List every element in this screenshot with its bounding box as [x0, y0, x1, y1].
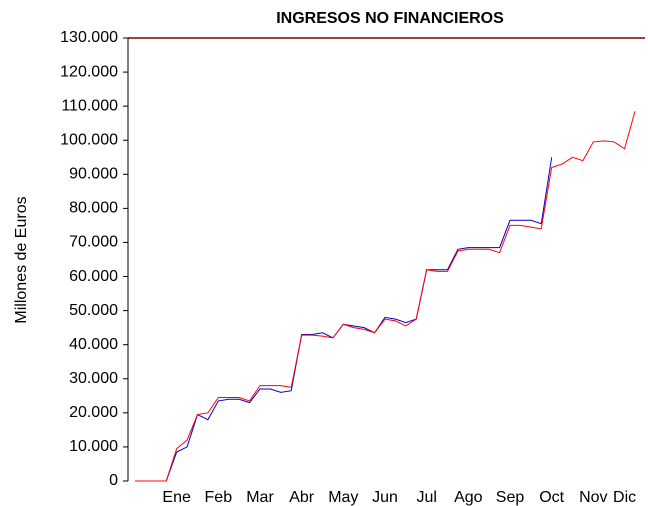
x-tick-label: Sep — [496, 489, 525, 506]
chart-title: INGRESOS NO FINANCIEROS — [276, 10, 504, 27]
y-tick-label: 90.000 — [69, 166, 118, 183]
x-tick-label: Jun — [372, 489, 398, 506]
x-tick-label: May — [328, 489, 358, 506]
y-tick-label: 70.000 — [69, 234, 118, 251]
y-tick-label: 80.000 — [69, 200, 118, 217]
y-tick-label: 60.000 — [69, 268, 118, 285]
y-tick-label: 20.000 — [69, 404, 118, 421]
y-tick-label: 100.000 — [60, 131, 118, 148]
y-tick-label: 130.000 — [60, 29, 118, 46]
x-tick-label: Oct — [539, 489, 564, 506]
y-tick-label: 10.000 — [69, 438, 118, 455]
x-tick-label: Ago — [454, 489, 483, 506]
x-tick-label: Abr — [289, 489, 315, 506]
y-tick-label: 40.000 — [69, 336, 118, 353]
x-tick-label: Mar — [246, 489, 274, 506]
series-line — [135, 157, 553, 482]
y-tick-label: 0 — [109, 472, 118, 489]
x-tick-label: Nov — [579, 489, 607, 506]
x-tick-label: Jul — [416, 489, 436, 506]
x-tick-label: Ene — [162, 489, 191, 506]
y-tick-label: 120.000 — [60, 63, 118, 80]
x-tick-label: Dic — [613, 489, 636, 506]
x-tick-label: Feb — [205, 489, 233, 506]
y-tick-label: 30.000 — [69, 370, 118, 387]
y-axis-label: Millones de Euros — [13, 196, 30, 323]
y-tick-label: 50.000 — [69, 302, 118, 319]
series-line — [135, 111, 636, 482]
y-tick-label: 110.000 — [61, 97, 118, 114]
